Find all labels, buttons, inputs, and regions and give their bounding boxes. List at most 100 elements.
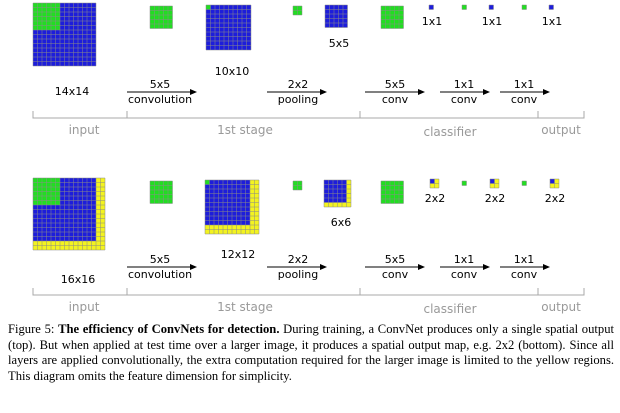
top-arrow-cls3 bbox=[500, 89, 550, 95]
top-input-size-label: 14x14 bbox=[55, 85, 90, 98]
bottom-cls3-label: conv bbox=[511, 268, 538, 281]
bottom-output1-blue-cell bbox=[430, 179, 435, 184]
top-arrow-cls2 bbox=[440, 89, 490, 95]
top-output2 bbox=[488, 4, 494, 10]
top-output1-size-label: 1x1 bbox=[422, 15, 443, 28]
top-conv-kernel-grid-lines bbox=[149, 5, 173, 29]
caption-figure-number: Figure 5: bbox=[8, 322, 55, 336]
bottom-arrow-cls2 bbox=[440, 264, 490, 270]
bottom-stage-1st: 1st stage bbox=[217, 300, 273, 314]
top-stage-1st: 1st stage bbox=[217, 123, 273, 137]
top-bracket-input bbox=[32, 111, 128, 119]
bottom-output3-grid-lines bbox=[549, 178, 560, 189]
arrows bbox=[127, 89, 550, 270]
bottom-cls2-kernel-grid-lines bbox=[461, 180, 467, 186]
bottom-output3-blue-cell bbox=[550, 179, 555, 184]
bottom-stage-output: output bbox=[541, 300, 581, 314]
top-stage-classifier: classifier bbox=[424, 125, 477, 139]
top-arrow-pooling bbox=[267, 89, 327, 95]
top-arrow-cls1 bbox=[365, 89, 425, 95]
bottom-output2 bbox=[489, 178, 500, 189]
top-cls3-kernel bbox=[521, 4, 527, 10]
bottom-pool-map-grid-lines bbox=[323, 179, 352, 208]
top-conv-label: convolution bbox=[128, 93, 192, 106]
top-arrow-cls3-head bbox=[543, 89, 550, 95]
bottom-stage-input: input bbox=[69, 300, 100, 314]
top-cls1-size: 5x5 bbox=[385, 78, 406, 91]
bottom-cls3-size: 1x1 bbox=[514, 253, 535, 266]
top-output2-size-label: 1x1 bbox=[482, 15, 503, 28]
top-output1-grid-lines bbox=[428, 4, 434, 10]
bottom-stage-classifier: classifier bbox=[424, 302, 477, 316]
top-arrow-convolution bbox=[127, 89, 197, 95]
bottom-cls2-label: conv bbox=[451, 268, 478, 281]
stage-brackets bbox=[32, 111, 585, 296]
bottom-cls3-kernel-grid-lines bbox=[521, 180, 527, 186]
bottom-output3-size-label: 2x2 bbox=[545, 192, 566, 205]
top-pool-map-blue-region bbox=[325, 5, 348, 28]
top-cls3-kernel-grid-lines bbox=[521, 4, 527, 10]
bottom-conv-label: convolution bbox=[128, 268, 192, 281]
top-bracket-output bbox=[537, 111, 585, 119]
top-output1-fill bbox=[429, 5, 434, 10]
bottom-arrow-cls3 bbox=[500, 264, 550, 270]
top-stage-input: input bbox=[69, 123, 100, 137]
top-arrow-cls2-head bbox=[483, 89, 490, 95]
bottom-stage1-size-label: 12x12 bbox=[221, 248, 256, 261]
top-cls3-size: 1x1 bbox=[514, 78, 535, 91]
bottom-pool-kernel-grid-lines bbox=[292, 180, 303, 191]
bottom-bracket-1st-stage bbox=[126, 288, 361, 296]
bottom-output2-size-label: 2x2 bbox=[485, 192, 506, 205]
bottom-bracket-input bbox=[32, 288, 128, 296]
top-conv-size: 5x5 bbox=[150, 78, 171, 91]
top-stage1-size-label: 10x10 bbox=[215, 65, 250, 78]
top-cls2-label: conv bbox=[451, 93, 478, 106]
top-cls1-label: conv bbox=[382, 93, 409, 106]
top-output3-size-label: 1x1 bbox=[542, 15, 563, 28]
top-pool-size-label: 5x5 bbox=[329, 37, 350, 50]
top-stage1-map-green-region bbox=[206, 5, 211, 10]
top-pool-op-size: 2x2 bbox=[288, 78, 309, 91]
top-bracket-classifier bbox=[359, 111, 539, 119]
top-cls-kernel-grid-lines bbox=[380, 5, 404, 29]
bottom-output1-grid-lines bbox=[429, 178, 440, 189]
top-pool-op-label: pooling bbox=[278, 93, 319, 106]
top-stage1-map bbox=[205, 4, 252, 51]
bottom-arrow-cls1 bbox=[365, 264, 425, 270]
bottom-arrow-cls1-head bbox=[418, 264, 425, 270]
bottom-pool-op-label: pooling bbox=[278, 268, 319, 281]
bottom-arrow-pooling-head bbox=[320, 264, 327, 270]
top-cls2-size: 1x1 bbox=[454, 78, 475, 91]
bottom-cls2-kernel bbox=[461, 180, 467, 186]
caption-body: During training, a ConvNet produces only… bbox=[8, 322, 614, 383]
bottom-cls-kernel bbox=[380, 180, 404, 204]
bottom-arrow-convolution-head bbox=[190, 264, 197, 270]
top-output1 bbox=[428, 4, 434, 10]
bottom-arrow-cls2-head bbox=[483, 264, 490, 270]
bottom-bracket-classifier bbox=[359, 288, 539, 296]
bottom-stage1-map-green-region bbox=[205, 180, 210, 185]
top-stage1-map-grid-lines bbox=[205, 4, 252, 51]
top-output3 bbox=[548, 4, 554, 10]
top-pool-map bbox=[324, 4, 348, 28]
bottom-pool-map-blue-region bbox=[324, 180, 347, 203]
bottom-cls1-size: 5x5 bbox=[385, 253, 406, 266]
figure-caption: Figure 5: The efficiency of ConvNets for… bbox=[8, 322, 614, 384]
bottom-cls1-label: conv bbox=[382, 268, 409, 281]
convnet-detection-diagram: 14x14 10x10 5x5 1x1 1x1 1x1 5x5 convolut… bbox=[32, 2, 585, 316]
bottom-input-map bbox=[32, 177, 106, 251]
bottom-stage1-map-grid-lines bbox=[204, 179, 260, 235]
bottom-output2-grid-lines bbox=[489, 178, 500, 189]
bottom-output3 bbox=[549, 178, 560, 189]
top-output2-grid-lines bbox=[488, 4, 494, 10]
top-cls-kernel-fill bbox=[381, 6, 404, 29]
bottom-conv-size: 5x5 bbox=[150, 253, 171, 266]
bottom-cls2-size: 1x1 bbox=[454, 253, 475, 266]
top-cls3-label: conv bbox=[511, 93, 538, 106]
top-conv-kernel bbox=[149, 5, 173, 29]
feature-map-grids bbox=[32, 2, 560, 251]
top-output3-grid-lines bbox=[548, 4, 554, 10]
top-input-map-grid-lines bbox=[32, 2, 97, 67]
top-pool-kernel bbox=[292, 5, 303, 16]
bottom-cls-kernel-grid-lines bbox=[380, 180, 404, 204]
